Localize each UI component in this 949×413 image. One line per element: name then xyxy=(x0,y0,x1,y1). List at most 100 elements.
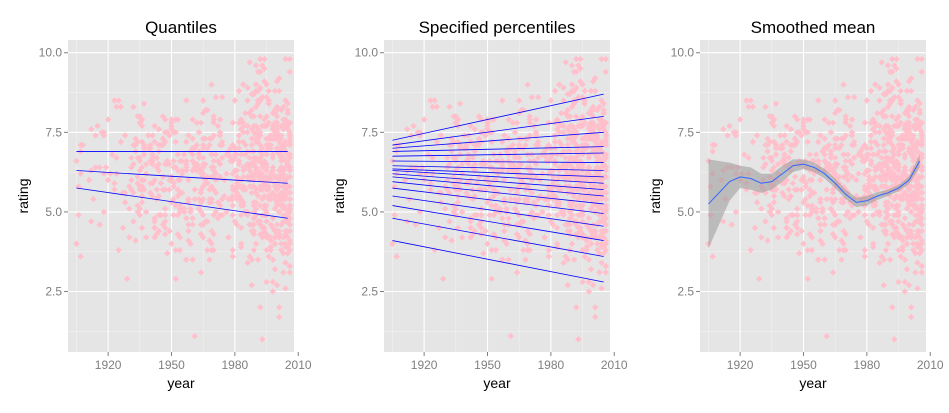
data-point xyxy=(918,227,925,235)
data-point xyxy=(577,192,584,200)
data-point xyxy=(73,240,80,247)
data-point xyxy=(842,119,849,126)
data-point xyxy=(216,173,224,181)
data-point xyxy=(895,246,902,254)
data-point xyxy=(155,167,163,174)
data-point xyxy=(768,154,776,161)
data-point xyxy=(244,173,251,181)
data-point xyxy=(838,256,845,263)
data-point xyxy=(507,186,514,193)
data-point xyxy=(240,129,247,136)
data-point xyxy=(482,132,489,139)
data-point xyxy=(553,151,561,158)
data-point xyxy=(191,186,198,193)
data-point xyxy=(257,68,264,76)
data-point xyxy=(558,110,565,117)
data-point xyxy=(269,151,277,158)
data-point xyxy=(758,205,765,212)
data-point xyxy=(208,81,215,88)
data-point xyxy=(564,106,571,114)
quantile-line xyxy=(392,187,604,214)
data-point xyxy=(77,170,84,177)
data-point xyxy=(172,129,179,136)
data-point xyxy=(501,221,508,228)
data-point xyxy=(240,173,247,181)
data-point xyxy=(218,154,226,161)
data-point xyxy=(532,141,540,149)
data-point xyxy=(910,246,917,254)
data-point xyxy=(762,218,769,225)
data-point xyxy=(774,160,782,168)
data-point xyxy=(178,167,186,174)
data-point xyxy=(526,211,533,219)
data-point xyxy=(425,151,432,158)
data-point xyxy=(585,151,593,158)
data-point xyxy=(452,113,460,120)
data-point xyxy=(267,237,274,244)
data-point xyxy=(602,269,609,276)
data-point xyxy=(161,218,169,225)
data-point xyxy=(454,224,462,232)
data-point xyxy=(893,205,900,212)
data-point xyxy=(831,141,839,149)
data-point xyxy=(433,138,441,146)
data-point xyxy=(134,173,141,181)
data-point xyxy=(463,141,470,149)
data-point xyxy=(149,180,156,187)
data-point xyxy=(817,176,824,184)
data-point xyxy=(570,138,578,146)
data-point xyxy=(884,240,892,247)
data-point xyxy=(465,160,472,168)
data-point xyxy=(134,180,141,187)
data-point xyxy=(878,110,885,117)
data-point xyxy=(798,132,805,139)
data-point xyxy=(806,151,814,158)
data-point xyxy=(151,122,158,130)
data-point xyxy=(280,116,287,123)
data-point xyxy=(136,154,144,161)
data-point xyxy=(596,269,603,276)
data-point xyxy=(840,151,847,158)
data-point xyxy=(878,253,885,260)
data-point xyxy=(876,208,883,216)
data-point xyxy=(284,100,291,107)
data-point xyxy=(235,132,243,139)
data-point xyxy=(191,332,198,340)
data-point xyxy=(808,208,816,216)
data-point xyxy=(204,180,211,187)
data-point xyxy=(467,176,474,184)
data-point xyxy=(263,231,270,238)
data-point xyxy=(446,160,453,168)
data-point xyxy=(286,262,293,270)
data-point xyxy=(596,205,603,212)
data-point xyxy=(547,218,555,225)
data-point xyxy=(286,119,293,126)
data-point xyxy=(444,154,451,161)
data-point xyxy=(596,250,603,257)
data-point xyxy=(178,189,186,197)
data-point xyxy=(840,183,847,190)
data-point xyxy=(749,103,757,111)
panel-title: Quantiles xyxy=(145,18,217,37)
data-point xyxy=(286,208,293,216)
data-point xyxy=(280,195,287,203)
data-point xyxy=(180,151,188,158)
data-point xyxy=(216,141,224,149)
data-point xyxy=(505,145,512,152)
data-point xyxy=(271,183,279,190)
data-point xyxy=(566,122,574,130)
data-point xyxy=(579,148,586,155)
data-point xyxy=(903,266,911,273)
data-point xyxy=(212,151,220,158)
data-point xyxy=(520,246,527,254)
data-point xyxy=(183,215,190,222)
data-point xyxy=(872,167,879,174)
data-point xyxy=(276,192,283,200)
data-point xyxy=(185,221,192,228)
data-point xyxy=(585,215,593,222)
data-point xyxy=(138,176,146,184)
data-point xyxy=(404,218,411,225)
data-point xyxy=(282,285,289,292)
data-point xyxy=(768,113,776,120)
data-point xyxy=(276,132,283,139)
